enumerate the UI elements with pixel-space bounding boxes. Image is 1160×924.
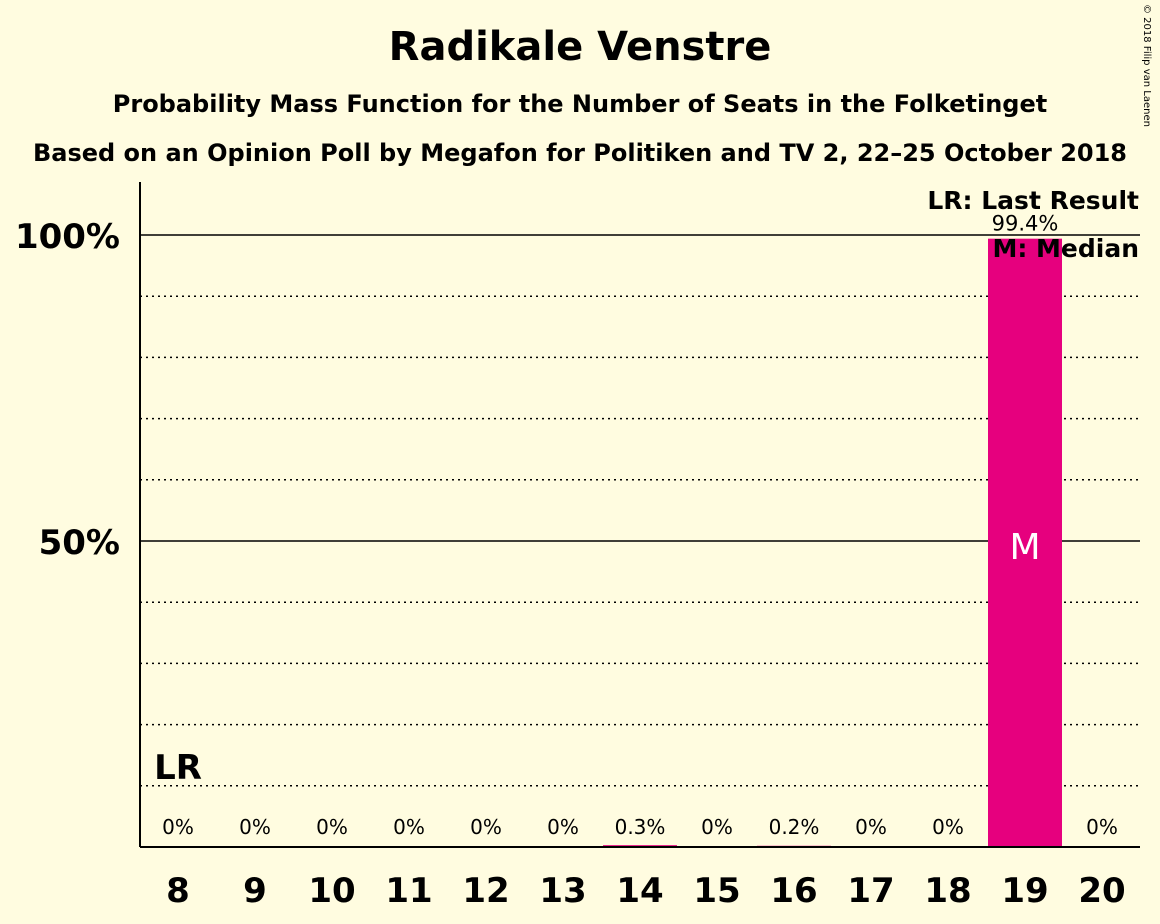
bar-value-label: 0% xyxy=(855,815,887,839)
bar-value-label: 0% xyxy=(239,815,271,839)
x-tick-label: 11 xyxy=(385,871,432,911)
bar-value-label: 0.3% xyxy=(615,815,666,839)
x-tick-label: 15 xyxy=(693,871,740,911)
bar-value-label: 0% xyxy=(162,815,194,839)
bar-value-label: 0% xyxy=(932,815,964,839)
x-tick-label: 10 xyxy=(308,871,355,911)
y-tick-label: 50% xyxy=(39,523,120,563)
x-tick-label: 20 xyxy=(1078,871,1125,911)
bar-value-label: 0% xyxy=(316,815,348,839)
bar-value-label: 0% xyxy=(470,815,502,839)
x-tick-label: 12 xyxy=(462,871,509,911)
bar-value-label: 0% xyxy=(1086,815,1118,839)
chart-source-note: Based on an Opinion Poll by Megafon for … xyxy=(32,139,1128,167)
bar-value-label: 0% xyxy=(701,815,733,839)
x-tick-label: 14 xyxy=(616,871,663,911)
x-tick-label: 19 xyxy=(1001,871,1048,911)
x-tick-label: 17 xyxy=(847,871,894,911)
y-tick-label: 100% xyxy=(15,217,120,257)
x-tick-label: 8 xyxy=(166,871,190,911)
bar-value-label: 99.4% xyxy=(992,212,1059,236)
chart-title: Radikale Venstre xyxy=(388,24,772,70)
median-marker: M xyxy=(1009,527,1040,568)
x-tick-label: 16 xyxy=(770,871,817,911)
legend-entry: LR: Last Result xyxy=(927,186,1139,215)
bar-value-label: 0% xyxy=(547,815,579,839)
last-result-marker: LR xyxy=(154,748,202,788)
x-tick-label: 13 xyxy=(539,871,586,911)
bar xyxy=(988,238,1062,847)
x-tick-label: 9 xyxy=(243,871,267,911)
bar-value-label: 0.2% xyxy=(769,815,820,839)
bar-value-label: 0% xyxy=(393,815,425,839)
chart-subtitle: Probability Mass Function for the Number… xyxy=(112,90,1048,118)
x-tick-label: 18 xyxy=(924,871,971,911)
legend-entry: M: Median xyxy=(992,234,1139,263)
